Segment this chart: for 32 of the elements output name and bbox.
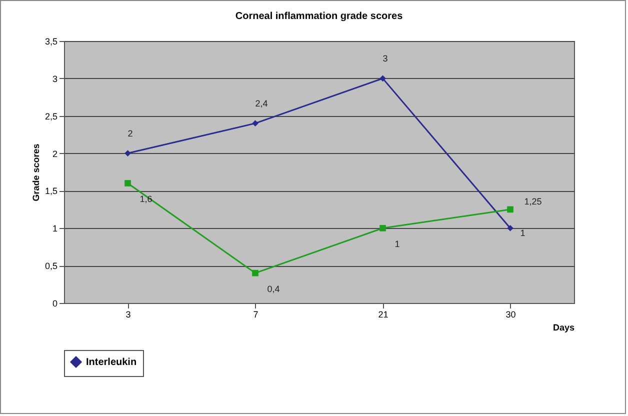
data-label: 2,4: [255, 98, 268, 108]
data-label: 1,6: [140, 194, 152, 204]
y-tick-label: 1: [52, 224, 58, 234]
data-label: 1: [394, 239, 400, 250]
data-label: 1,25: [524, 196, 542, 206]
point: [507, 224, 514, 232]
y-axis-title: Grade scores: [30, 144, 41, 202]
y-tick-label: 3: [52, 74, 58, 84]
data-label: 1: [520, 228, 526, 238]
y-tick-label: 0,5: [44, 261, 58, 272]
y-tick-label: 0: [52, 298, 58, 308]
point: [507, 206, 514, 213]
x-tick-label: 30: [506, 310, 516, 320]
x-tick-label: 21: [378, 310, 388, 320]
data-label: 0,4: [267, 284, 280, 294]
x-tick-label: 7: [253, 310, 258, 320]
y-tick-label: 3,5: [44, 36, 58, 46]
point: [380, 224, 386, 232]
chart-title: Corneal inflammation grade scores: [235, 11, 404, 22]
x-axis-title: Days: [552, 322, 574, 332]
y-tick-label: 2: [52, 148, 58, 159]
point: [380, 75, 386, 82]
point: [124, 150, 131, 156]
y-tick-label: 2,5: [44, 111, 58, 122]
y-tick-label: 1,5: [44, 186, 58, 196]
point: [252, 270, 258, 276]
data-label: 2: [128, 128, 133, 138]
point: [252, 120, 258, 127]
point: [124, 180, 131, 186]
legend-label: Interleukin: [86, 357, 137, 368]
x-tick-label: 3: [126, 310, 131, 320]
data-label: 3: [382, 53, 388, 64]
